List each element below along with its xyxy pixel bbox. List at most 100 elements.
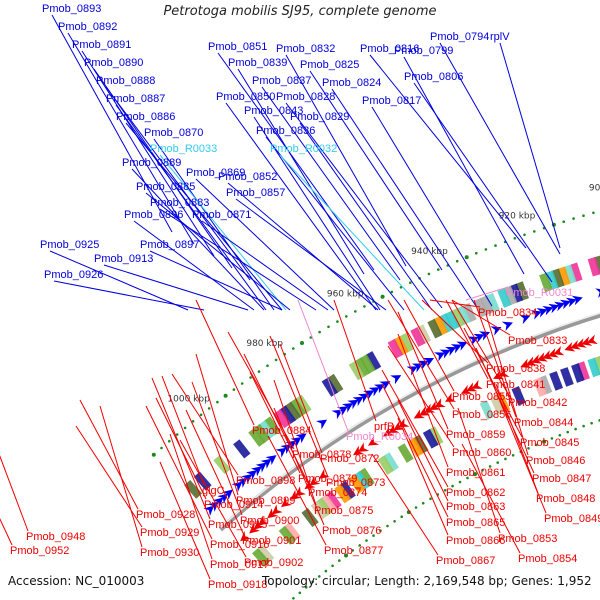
- leader-line: [285, 102, 443, 309]
- cog-box: [479, 295, 495, 315]
- cog-box: [450, 307, 466, 328]
- major-tick: [380, 294, 385, 299]
- leader-line: [131, 168, 265, 311]
- leader-line: [461, 443, 521, 554]
- leader-line: [79, 399, 139, 510]
- leader-line: [225, 102, 377, 311]
- gene-label: Pmob_0897: [140, 239, 199, 251]
- forward-gene-arrow: [357, 393, 369, 403]
- gene-label: Pmob_0824: [322, 77, 381, 89]
- minor-tick: [393, 520, 396, 523]
- minor-tick: [292, 347, 295, 350]
- cog-box: [563, 264, 577, 285]
- forward-gene-arrow: [245, 470, 257, 481]
- gene-label: Pmob_0855: [452, 391, 511, 403]
- minor-tick: [523, 233, 526, 237]
- gene-label: Pmob_0870: [144, 127, 203, 139]
- leader-line: [185, 409, 245, 536]
- minor-tick: [550, 437, 554, 440]
- leader-line: [309, 70, 443, 271]
- gene-label: Pmob_0952: [10, 545, 69, 557]
- minor-tick: [481, 468, 484, 472]
- gene-label: Pmob_0841: [486, 379, 545, 391]
- forward-gene-arrow: [222, 489, 233, 500]
- minor-tick: [566, 430, 569, 434]
- forward-gene-arrow: [255, 462, 267, 473]
- minor-tick: [429, 497, 432, 501]
- gene-label: Pmob_0883: [150, 197, 209, 209]
- reverse-gene-arrow: [240, 530, 251, 542]
- minor-tick: [421, 501, 425, 505]
- gene-label: Pmob_0893: [42, 3, 101, 15]
- cog-box: [433, 315, 449, 336]
- reverse-gene-arrow: [547, 348, 559, 358]
- genome-summary-text: Topology: circular; Length: 2,169,548 bp…: [262, 574, 592, 588]
- gene-label: Pmob_0915: [208, 519, 267, 531]
- forward-gene-arrow: [422, 357, 435, 367]
- cog-box: [497, 288, 512, 308]
- minor-tick: [496, 461, 500, 464]
- gene-label: Pmob_0890: [84, 57, 143, 69]
- gene-label: Pmob_0817: [362, 95, 421, 107]
- leader-line: [273, 407, 325, 526]
- backbone-arc: [218, 312, 600, 532]
- minor-tick: [358, 544, 362, 547]
- minor-tick: [494, 244, 497, 247]
- minor-tick: [345, 315, 348, 318]
- leader-line: [153, 138, 275, 311]
- leader-line: [451, 299, 511, 336]
- cog-box: [279, 405, 297, 425]
- gene-label: Pmob_0889: [122, 157, 181, 169]
- gene-label: rplV: [490, 31, 510, 43]
- cog-box: [358, 467, 375, 488]
- gene-label: Pmob_0886: [116, 111, 175, 123]
- minor-tick: [390, 290, 394, 294]
- reverse-gene-arrow: [357, 442, 370, 452]
- cog-box: [324, 490, 342, 510]
- gene-label: Pmob_0862: [446, 487, 505, 499]
- cog-box: [538, 375, 553, 395]
- forward-gene-arrow: [595, 288, 600, 298]
- cog-box: [283, 522, 301, 542]
- leader-line: [237, 68, 365, 275]
- leader-line: [273, 379, 317, 506]
- major-tick: [542, 439, 547, 444]
- reverse-gene-arrow: [586, 334, 598, 345]
- minor-tick: [582, 424, 585, 428]
- reverse-gene-arrow: [383, 426, 395, 437]
- gene-label: Pmob_0891: [72, 39, 131, 51]
- gene-label: Pmob_R0033: [150, 143, 217, 155]
- cog-box: [273, 408, 291, 429]
- reverse-gene-arrow: [309, 475, 321, 486]
- minor-tick: [504, 457, 507, 461]
- cog-box: [571, 363, 585, 383]
- minor-tick: [354, 310, 357, 313]
- leader-line: [235, 198, 387, 311]
- forward-gene-arrow: [530, 310, 542, 320]
- gene-label: Pmob_0899: [236, 495, 295, 507]
- minor-tick: [338, 559, 341, 562]
- cog-box: [359, 354, 376, 374]
- leader-line: [279, 343, 323, 454]
- minor-tick: [458, 480, 462, 484]
- cog-box: [393, 335, 409, 356]
- gene-label: Pmob_0872: [320, 453, 379, 465]
- forward-gene-arrow: [554, 301, 566, 312]
- cog-box: [334, 484, 352, 504]
- cog-box: [557, 266, 571, 287]
- gene-label: Pmob_0848: [536, 493, 595, 505]
- leader-line: [475, 347, 535, 474]
- forward-gene-arrow: [260, 458, 272, 469]
- cog-box: [444, 310, 460, 331]
- cog-box: [258, 420, 276, 440]
- reverse-gene-arrow: [271, 504, 283, 515]
- leader-line: [499, 42, 561, 249]
- minor-tick: [363, 305, 366, 308]
- forward-gene-arrow: [265, 455, 277, 466]
- minor-tick: [511, 454, 515, 457]
- forward-gene-arrow: [542, 305, 554, 316]
- leader-line: [369, 54, 527, 249]
- gene-label: Pmob_0843: [244, 105, 303, 117]
- gene-label: Pmob_0901: [242, 535, 301, 547]
- backbone-highlight: [219, 312, 600, 528]
